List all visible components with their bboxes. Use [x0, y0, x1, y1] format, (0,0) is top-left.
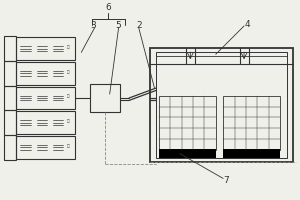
Bar: [4, 135, 16, 160]
Text: 7: 7: [223, 176, 229, 185]
Bar: [223, 149, 280, 158]
Text: 4: 4: [244, 20, 250, 29]
Bar: [223, 96, 280, 150]
Text: 气: 气: [67, 45, 69, 49]
Bar: [16, 111, 75, 134]
Bar: [150, 48, 293, 162]
Text: 气: 气: [67, 144, 69, 148]
Text: 6: 6: [105, 3, 111, 12]
Bar: [4, 86, 16, 110]
Bar: [90, 84, 120, 112]
Bar: [16, 87, 75, 109]
Bar: [16, 37, 75, 60]
Bar: [4, 61, 16, 86]
Text: 气: 气: [67, 94, 69, 98]
Text: 气: 气: [67, 70, 69, 74]
Text: 2: 2: [137, 21, 142, 30]
Text: 气: 气: [67, 119, 69, 123]
Bar: [4, 36, 16, 61]
Bar: [156, 52, 287, 158]
Bar: [4, 110, 16, 135]
Bar: [159, 96, 216, 150]
Bar: [16, 136, 75, 159]
Text: 5: 5: [116, 21, 122, 30]
Bar: [159, 149, 216, 158]
Text: 3: 3: [90, 21, 96, 30]
Bar: [16, 62, 75, 85]
